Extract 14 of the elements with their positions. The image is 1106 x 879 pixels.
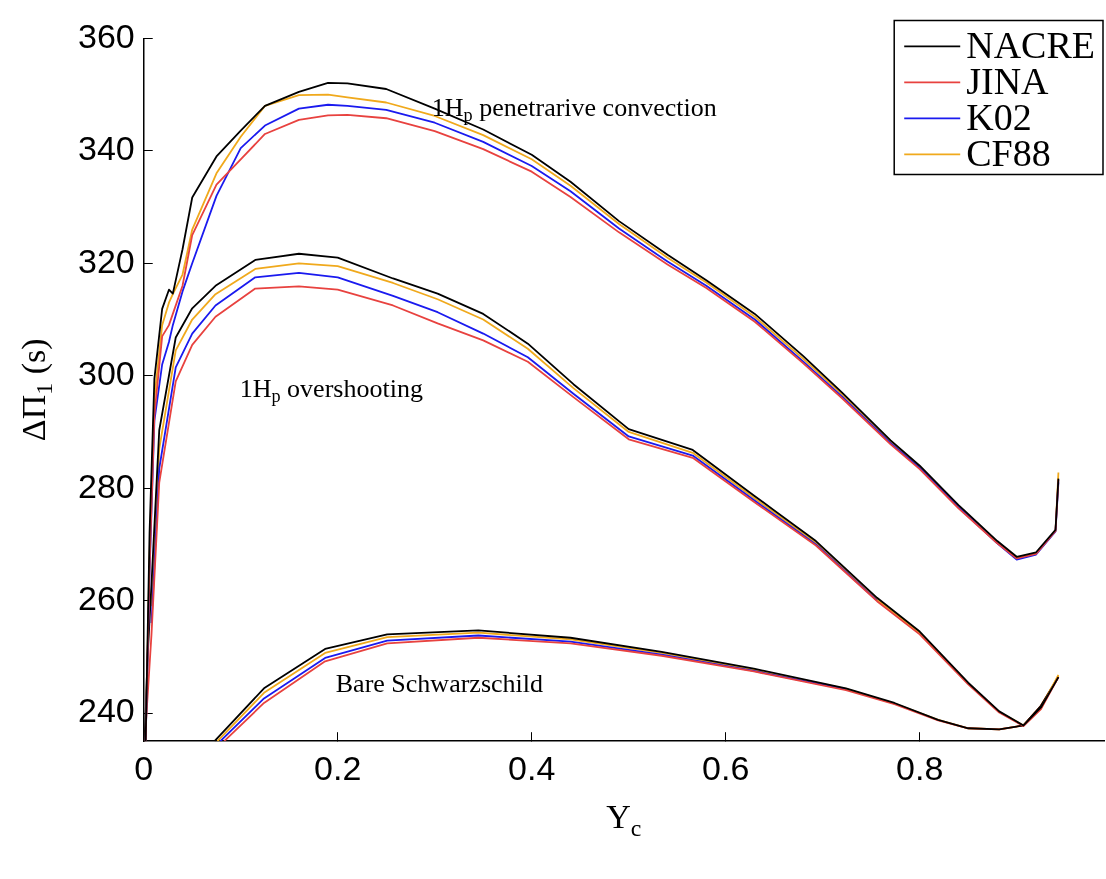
y-tick-label: 260: [77, 579, 135, 618]
x-tick-label: 0: [134, 748, 154, 787]
x-tick-label: 0.8: [896, 748, 944, 787]
x-tick-label: 0.6: [702, 748, 750, 787]
annotation: Bare Schwarzschild: [335, 668, 543, 698]
x-tick-label: 0.2: [314, 748, 362, 787]
y-tick-label: 280: [77, 466, 135, 505]
y-tick-label: 300: [77, 354, 135, 393]
x-tick-label: 0.4: [508, 748, 556, 787]
y-tick-label: 240: [77, 691, 135, 730]
y-tick-label: 360: [77, 16, 135, 55]
y-axis-title: ΔΠ1 (s): [14, 338, 58, 442]
y-tick-label: 320: [77, 241, 135, 280]
y-tick-label: 340: [77, 129, 135, 168]
